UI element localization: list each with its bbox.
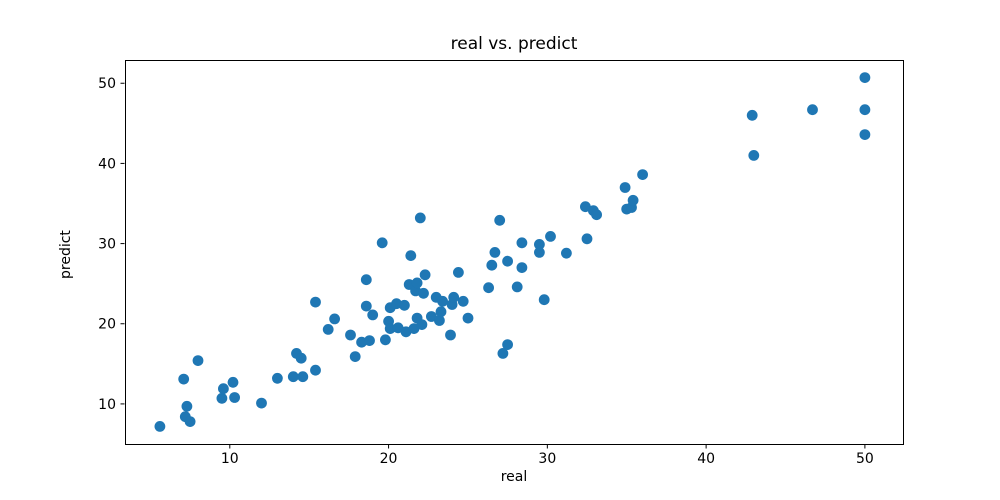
x-tick-label: 50 — [856, 451, 874, 467]
data-point — [435, 306, 447, 318]
data-point — [349, 351, 361, 362]
data-point — [497, 348, 509, 359]
data-point — [384, 323, 396, 334]
data-point — [580, 201, 591, 213]
data-point — [405, 250, 417, 261]
data-point — [227, 376, 239, 388]
data-point — [516, 237, 528, 249]
data-point — [416, 319, 428, 330]
data-point — [367, 309, 379, 321]
data-point — [591, 209, 602, 221]
x-tick-label: 20 — [380, 451, 398, 467]
data-point — [287, 371, 299, 383]
data-point — [322, 324, 334, 335]
data-point — [192, 355, 204, 366]
data-point — [445, 329, 456, 341]
data-point — [184, 416, 196, 427]
y-tick-label: 20 — [98, 317, 116, 333]
data-point — [748, 150, 760, 161]
data-point — [538, 294, 550, 306]
data-point — [295, 352, 307, 364]
data-point — [511, 281, 523, 293]
data-point — [256, 397, 267, 409]
data-point — [329, 313, 340, 325]
data-point — [297, 371, 309, 383]
data-point — [859, 72, 871, 83]
data-point — [453, 267, 464, 278]
data-point — [627, 194, 639, 206]
data-point — [859, 104, 871, 116]
data-point — [360, 274, 372, 286]
data-point — [486, 259, 498, 271]
data-point — [380, 334, 391, 346]
data-point — [457, 295, 469, 307]
data-point — [581, 233, 593, 245]
data-point — [637, 169, 648, 181]
data-point — [434, 315, 445, 326]
data-point — [426, 311, 437, 322]
y-tick-label: 10 — [98, 397, 116, 413]
y-tick-label: 50 — [98, 76, 116, 92]
data-point — [376, 237, 388, 249]
data-point — [534, 247, 545, 258]
data-point — [516, 262, 528, 273]
data-point — [494, 214, 506, 226]
data-point — [272, 372, 283, 384]
data-point — [154, 421, 166, 432]
data-point — [619, 182, 631, 193]
data-point — [345, 329, 356, 341]
data-point — [310, 364, 321, 376]
data-point — [437, 295, 448, 307]
data-point — [310, 296, 321, 308]
x-tick-label: 10 — [221, 451, 239, 467]
x-tick-label: 40 — [697, 451, 715, 467]
data-point — [807, 104, 818, 116]
data-point — [364, 335, 375, 346]
data-point — [502, 255, 513, 267]
data-point — [399, 299, 410, 311]
data-point — [216, 392, 228, 404]
data-point — [229, 392, 241, 403]
data-point — [218, 383, 229, 395]
y-axis-label: predict — [58, 230, 74, 279]
data-point — [360, 300, 372, 312]
data-point — [859, 129, 871, 141]
data-point — [483, 282, 494, 294]
data-point — [448, 291, 460, 303]
data-point — [411, 277, 423, 289]
data-point — [561, 247, 572, 259]
data-point — [414, 212, 426, 224]
y-tick-label: 30 — [98, 237, 116, 253]
data-point — [419, 269, 431, 281]
x-axis-label: real — [500, 469, 528, 485]
data-point — [534, 239, 545, 250]
x-tick-label: 30 — [538, 451, 556, 467]
data-point — [489, 247, 501, 258]
data-point — [746, 109, 758, 121]
plot-box — [125, 60, 904, 445]
chart-title: real vs. predict — [450, 34, 578, 54]
y-tick-label: 40 — [98, 156, 116, 172]
data-point — [418, 287, 429, 299]
data-point — [545, 231, 556, 242]
data-point — [462, 312, 474, 324]
data-point — [181, 400, 193, 412]
data-point — [178, 373, 190, 385]
data-point — [502, 339, 513, 350]
